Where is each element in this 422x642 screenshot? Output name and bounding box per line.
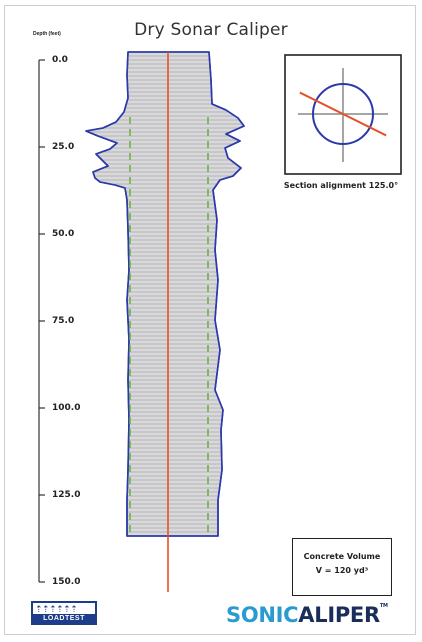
depth-tick-label: 100.0	[52, 403, 81, 413]
concrete-volume-title: Concrete Volume	[303, 552, 381, 561]
depth-tick-label: 150.0	[52, 577, 81, 587]
depth-axis-ticks	[39, 146, 45, 496]
borehole-profile-outline	[85, 51, 245, 537]
loadtest-logo: ⇡⇡⇡⇡⇡⇡ LOADTEST	[31, 601, 97, 625]
depth-tick-label: 125.0	[52, 490, 81, 500]
sonicaliper-logo: SONICALIPERTM	[226, 603, 388, 627]
depth-axis-label: Depth (feet)	[33, 31, 61, 37]
brand-part-1: SONIC	[226, 603, 299, 627]
section-alignment-line	[299, 91, 387, 137]
depth-tick-label: 75.0	[52, 316, 75, 326]
figure-title: Dry Sonar Caliper	[134, 20, 288, 40]
depth-tick-label: 0.0	[52, 55, 68, 65]
loadtest-wordmark: LOADTEST	[33, 614, 95, 623]
depth-tick-label: 25.0	[52, 142, 75, 152]
concrete-volume-box: Concrete Volume V = 120 yd³	[292, 538, 392, 596]
concrete-volume-value: V = 120 yd³	[315, 566, 369, 575]
depth-tick-label: 50.0	[52, 229, 75, 239]
section-circle	[312, 83, 374, 145]
brand-trademark: TM	[379, 603, 388, 609]
brand-part-2: ALIPER	[298, 603, 380, 627]
loadtest-figures: ⇡⇡⇡⇡⇡⇡	[35, 604, 78, 614]
section-alignment-caption: Section alignment 125.0°	[283, 181, 399, 190]
